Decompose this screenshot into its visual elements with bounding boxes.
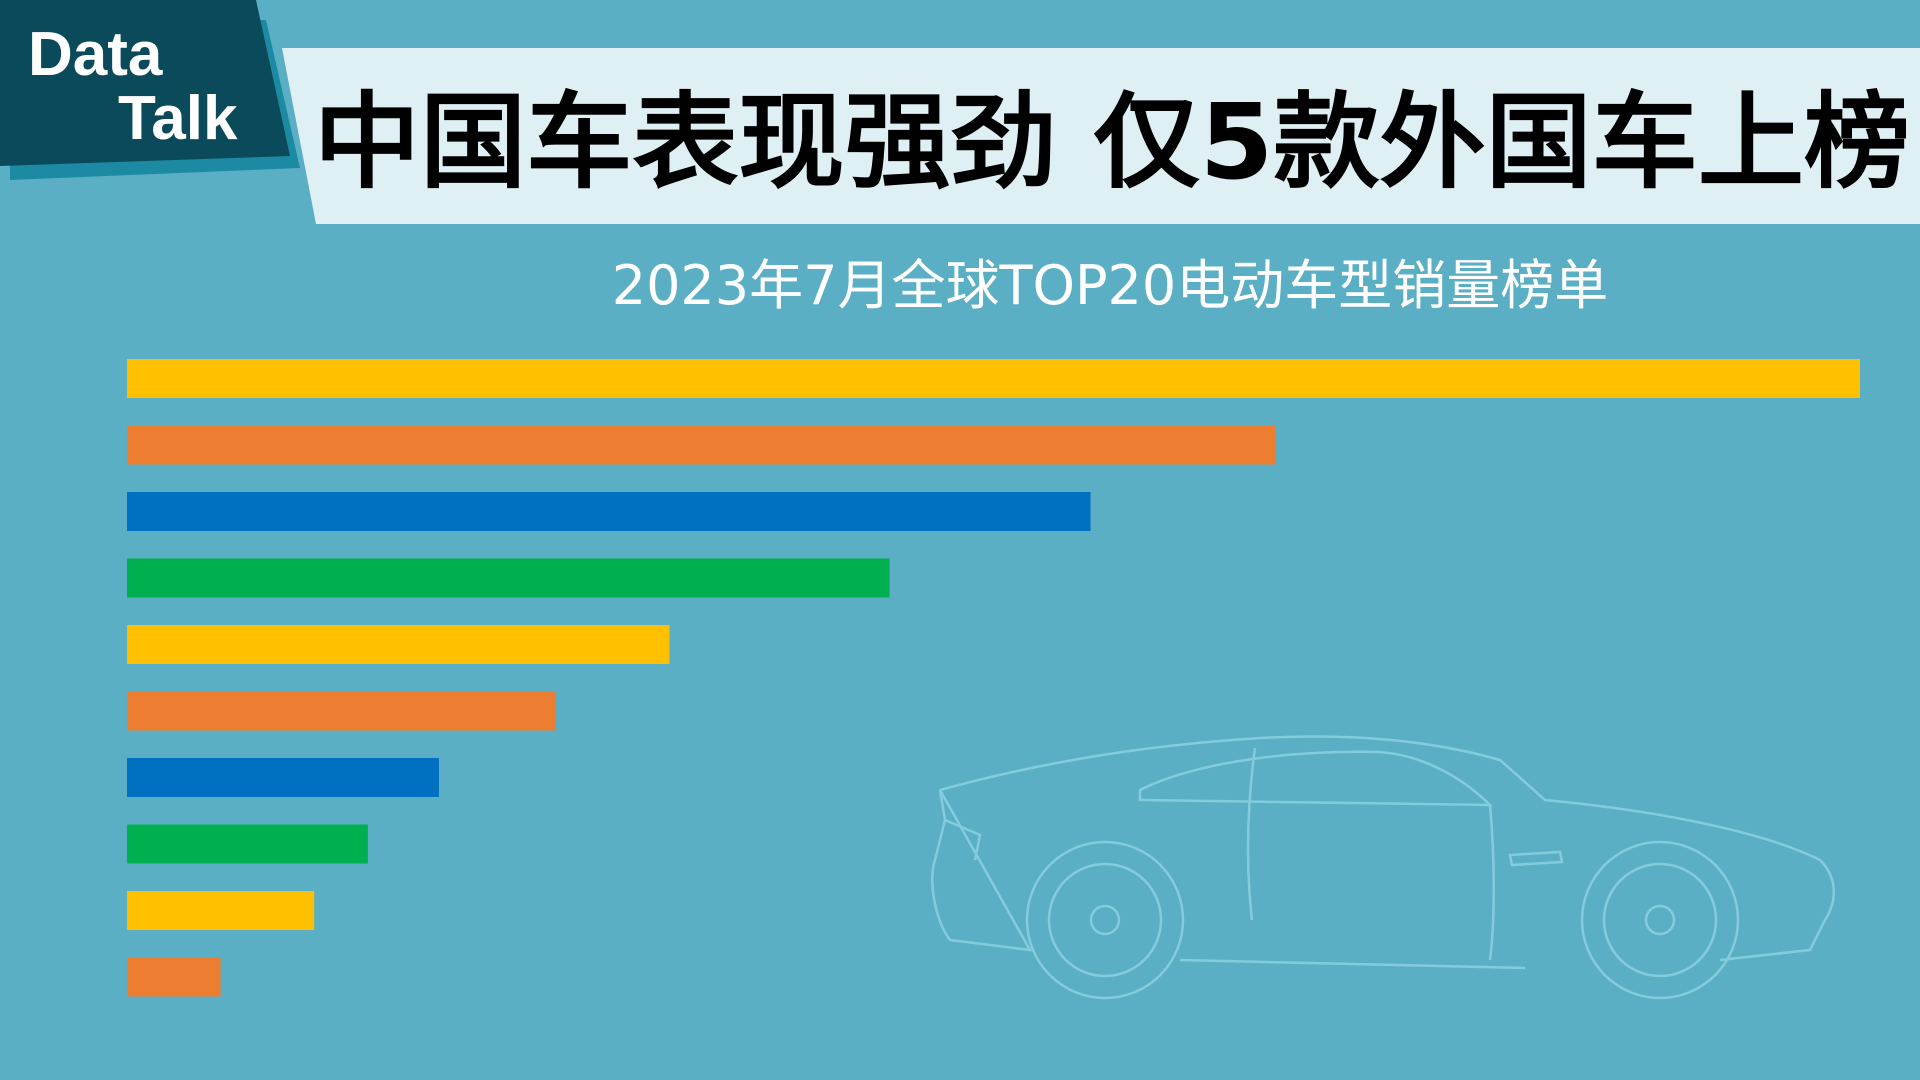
bar [127,891,315,930]
badge [0,0,290,166]
bar [127,625,670,664]
bar [127,691,556,731]
badge-line1: Data [28,20,163,89]
title-banner [282,48,1920,224]
bar [127,425,1276,465]
chart-subtitle: 2023年7月全球TOP20电动车型销量榜单 [612,254,1609,317]
bar [127,824,368,864]
bar [127,359,1860,398]
bar [127,758,439,797]
bar [127,957,221,997]
bar [127,558,890,598]
car-outline [931,735,1835,1000]
bar [127,492,1091,531]
chart-title: 中国车表现强劲 仅5款外国车上榜 [314,81,1910,203]
badge-line2: Talk [118,84,238,153]
